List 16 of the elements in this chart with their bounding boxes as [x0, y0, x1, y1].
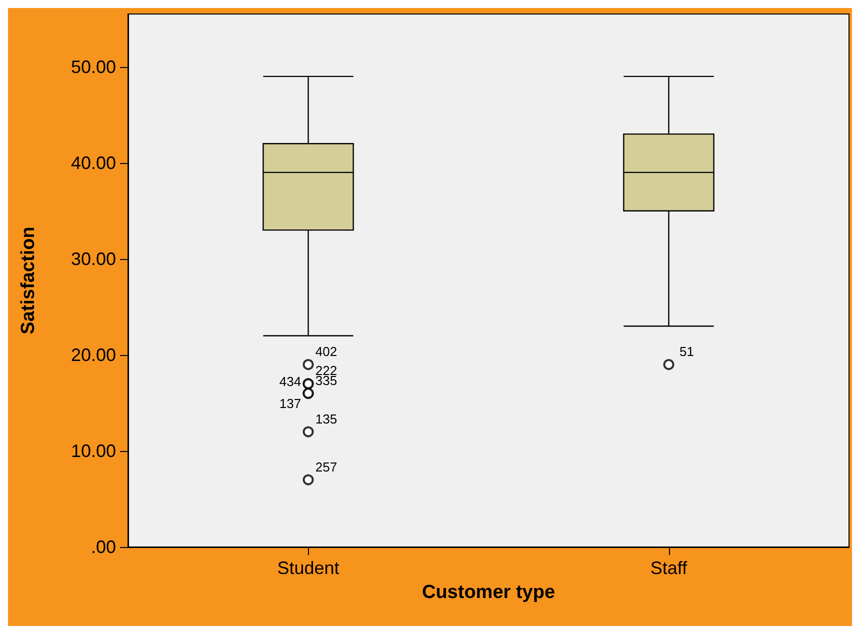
- x-tick-label: Staff: [650, 558, 688, 578]
- y-tick-label: 20.00: [70, 344, 116, 365]
- y-tick-label: 40.00: [70, 152, 116, 173]
- y-axis-title: Satisfaction: [18, 226, 39, 334]
- y-tick-label: 10.00: [70, 440, 116, 461]
- annotation: 257: [315, 459, 338, 474]
- annotation: 137: [279, 396, 302, 411]
- annotation: 402: [315, 344, 338, 360]
- annotation: 135: [315, 411, 338, 426]
- x-axis-title: Customer type: [422, 582, 556, 603]
- annotation: 51: [680, 344, 694, 360]
- annotation: 434: [279, 374, 302, 390]
- y-tick-label: 50.00: [70, 56, 116, 77]
- y-tick-label: 30.00: [70, 248, 116, 269]
- x-tick-label: Student: [277, 558, 340, 578]
- y-tick-label: .00: [90, 537, 116, 557]
